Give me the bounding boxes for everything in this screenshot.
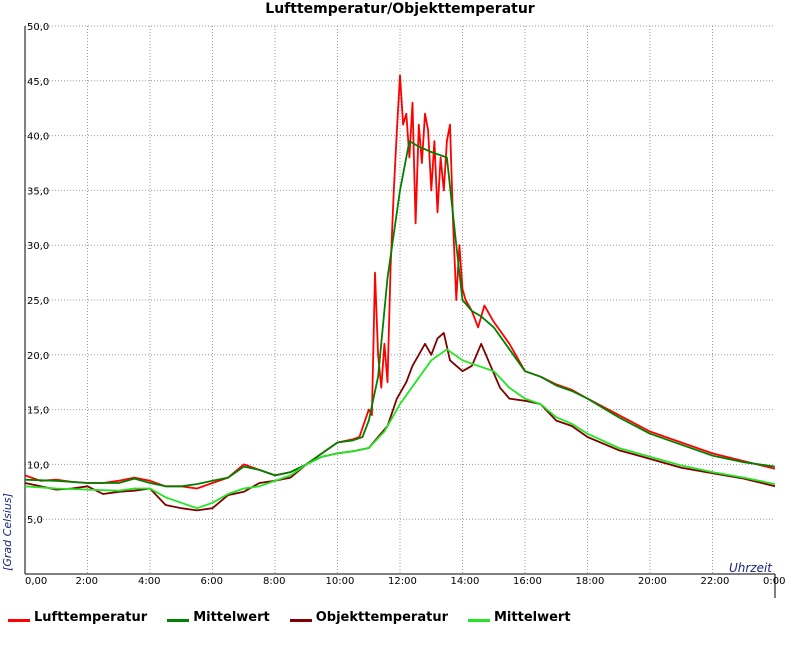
y-tick-label: 35,0 [27,186,49,197]
series-line-3 [24,331,776,512]
x-tick-label: 14:00 [451,576,480,587]
legend-item-3: Objekttemperatur [289,609,448,625]
legend-swatch [289,618,312,622]
y-tick-label: 10,0 [27,460,49,471]
y-tick-label: 20,0 [27,351,49,362]
legend-label: Mittelwert [494,609,571,625]
x-tick-label: 2:00 [76,576,98,587]
x-tick-label: 12:00 [388,576,417,587]
x-tick-label: 0:00 [763,576,785,587]
legend-swatch [167,618,190,622]
x-tick-label: 18:00 [576,576,605,587]
x-tick-label: 0,00 [25,576,47,587]
x-tick-label: 6:00 [201,576,223,587]
y-tick-label: 50,0 [27,22,49,33]
legend-label: Objekttemperatur [315,609,448,625]
x-tick-label: 8:00 [263,576,285,587]
legend-item-2: Mittelwert [167,610,270,625]
series-line-1 [24,74,776,490]
y-tick-label: 45,0 [27,77,49,88]
legend-item-4: Mittelwert [468,610,571,625]
y-axis-label: [Grad Celsius] [1,493,14,571]
x-tick-label: 20:00 [638,576,667,587]
tick-labels: 0,00 2:00 4:00 6:00 8:00 10:00 12:00 14:00 16:00… [25,22,785,587]
x-tick-label: 16:00 [513,576,542,587]
grid [25,25,775,574]
legend-swatch [8,618,30,622]
chart-title: Lufttemperatur/Objekttemperatur [265,1,535,17]
series-line-4 [24,348,776,510]
legend-label: Lufttemperatur [34,609,148,625]
legend-label: Mittelwert [193,609,270,625]
series-line-2 [24,140,776,488]
legend-swatch [468,618,490,622]
legend-item-1: Lufttemperatur [8,610,147,625]
y-tick-label: 15,0 [27,406,49,417]
x-tick-label: 22:00 [701,576,730,587]
y-tick-label: 30,0 [27,241,49,252]
series-lines [24,74,776,512]
legend: Lufttemperatur Mittelwert Objekttemperatur… [8,606,591,628]
y-tick-label: 5,0 [27,515,43,526]
x-axis-label: Uhrzeit [729,561,773,575]
y-tick-label: 25,0 [27,296,49,307]
axes [24,26,776,598]
x-tick-label: 10:00 [326,576,355,587]
y-tick-label: 40,0 [27,132,49,143]
x-tick-label: 4:00 [138,576,160,587]
